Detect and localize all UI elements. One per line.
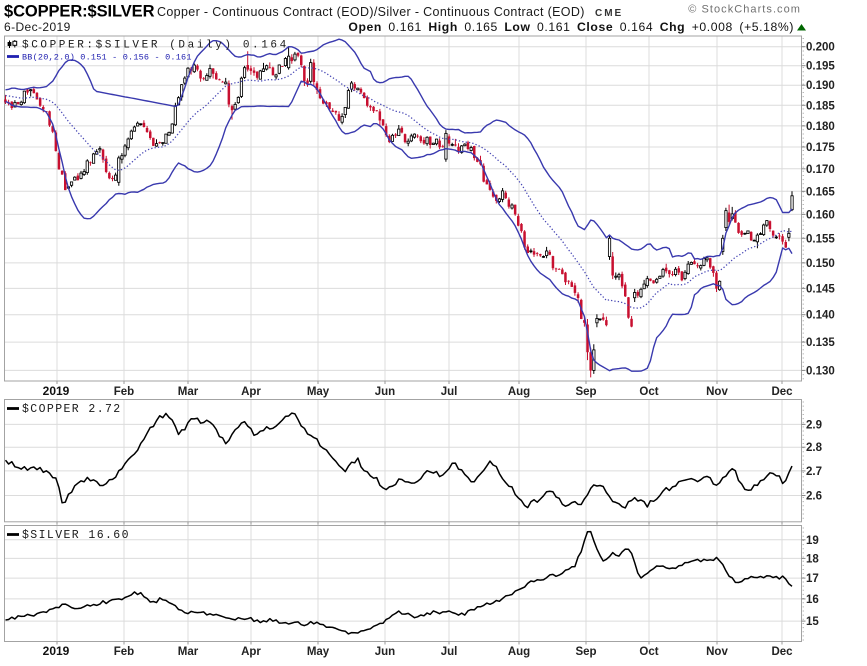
svg-text:0.155: 0.155 [806,233,835,245]
svg-text:Jul: Jul [441,646,458,658]
svg-text:2.9: 2.9 [806,419,822,431]
svg-text:CME: CME [595,8,623,19]
svg-text:0.160: 0.160 [806,209,835,221]
svg-text:Nov: Nov [706,646,728,658]
svg-text:17: 17 [806,573,819,585]
svg-text:2.8: 2.8 [806,442,823,454]
svg-text:BB(20,2.0) 0.151 - 0.156 - 0.1: BB(20,2.0) 0.151 - 0.156 - 0.161 [22,53,192,63]
svg-text:Jun: Jun [375,646,395,658]
svg-text:0.130: 0.130 [806,365,835,377]
svg-text:0.165: 0.165 [806,186,835,198]
svg-text:Mar: Mar [178,386,199,398]
svg-text:19: 19 [806,535,819,547]
svg-text:$COPPER 2.72: $COPPER 2.72 [22,403,122,416]
svg-text:0.190: 0.190 [806,80,835,92]
svg-text:$COPPER:$SILVER: $COPPER:$SILVER [4,3,155,21]
svg-text:2.7: 2.7 [806,466,822,478]
svg-text:16: 16 [806,594,819,606]
svg-text:Apr: Apr [241,386,261,398]
svg-text:$SILVER 16.60: $SILVER 16.60 [22,529,130,542]
svg-text:Feb: Feb [114,646,134,658]
svg-text:0.180: 0.180 [806,121,835,133]
svg-text:Apr: Apr [241,646,261,658]
svg-text:Feb: Feb [114,386,134,398]
svg-text:Aug: Aug [508,386,530,398]
svg-text:Sep: Sep [575,646,596,658]
svg-text:0.170: 0.170 [806,164,835,176]
svg-text:0.175: 0.175 [806,142,835,154]
svg-text:0.200: 0.200 [806,42,835,54]
svg-text:Aug: Aug [508,646,530,658]
svg-text:May: May [307,386,330,398]
svg-text:Copper - Continuous Contract (: Copper - Continuous Contract (EOD)/Silve… [157,5,585,19]
svg-text:Oct: Oct [639,646,658,658]
svg-text:0.140: 0.140 [806,310,835,322]
svg-text:0.185: 0.185 [806,100,835,112]
svg-text:Open 0.161 High 0.165 Low 0.16: Open 0.161 High 0.165 Low 0.161 Close 0.… [348,20,794,34]
svg-text:18: 18 [806,553,819,565]
svg-text:0.135: 0.135 [806,337,835,349]
svg-text:15: 15 [806,616,819,628]
svg-text:2019: 2019 [43,644,70,658]
svg-text:0.195: 0.195 [806,61,835,73]
svg-text:Dec: Dec [771,386,793,398]
svg-text:6-Dec-2019: 6-Dec-2019 [4,20,71,34]
svg-text:Dec: Dec [771,646,793,658]
svg-text:Oct: Oct [639,386,658,398]
svg-text:Mar: Mar [178,646,199,658]
svg-text:Jul: Jul [441,386,458,398]
svg-text:0.145: 0.145 [806,283,835,295]
svg-text:Sep: Sep [575,386,596,398]
svg-text:0.150: 0.150 [806,258,835,270]
svg-text:2019: 2019 [43,384,70,398]
svg-text:Nov: Nov [706,386,728,398]
svg-text:Jun: Jun [375,386,395,398]
svg-text:$COPPER:$SILVER (Daily) 0.164: $COPPER:$SILVER (Daily) 0.164 [22,40,289,52]
svg-text:2.6: 2.6 [806,491,822,503]
svg-text:May: May [307,646,330,658]
svg-text:© StockCharts.com: © StockCharts.com [688,4,801,16]
